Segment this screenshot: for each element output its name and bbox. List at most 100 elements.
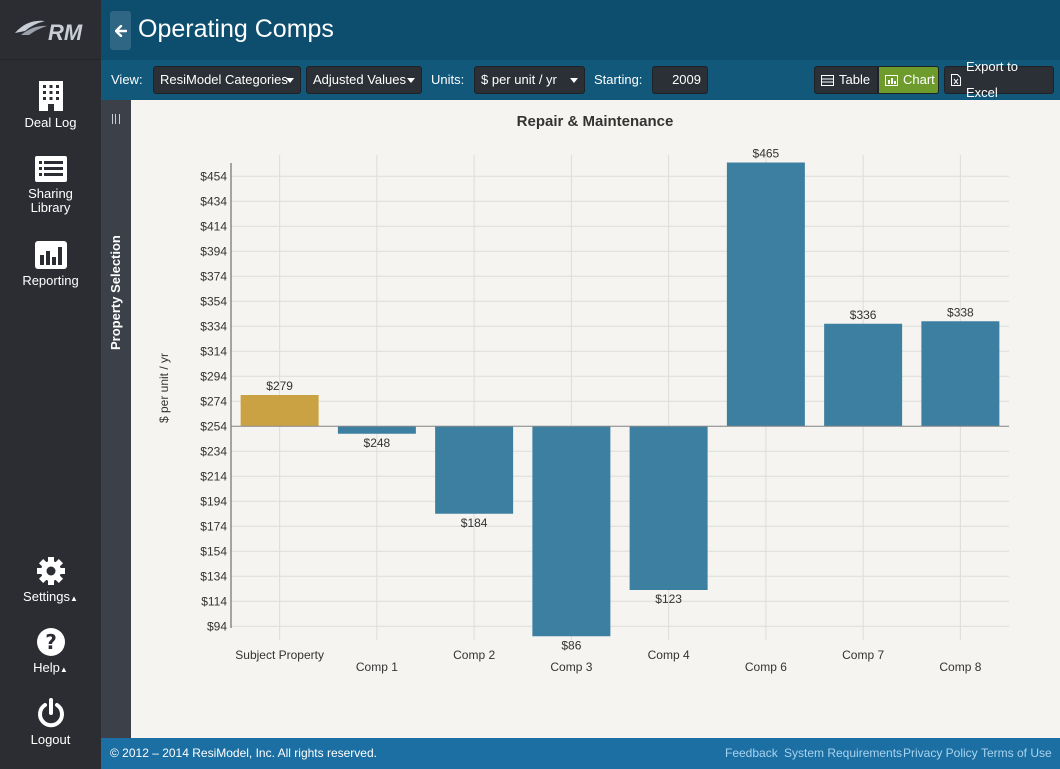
view-label: View: [111,72,143,87]
starting-label: Starting: [594,72,643,87]
sidebar-item-label: Settings [23,589,71,604]
x-tick-label: Comp 2 [453,648,495,662]
sidebar-item-logout[interactable]: Logout [0,697,101,747]
x-tick-label: Comp 3 [550,660,592,674]
property-selection-panel[interactable]: Property Selection [101,100,131,738]
table-toggle-label: Table [839,72,871,87]
x-tick-label: Comp 8 [939,660,981,674]
sidebar-item-label: Logout [30,732,71,747]
help-caret-icon: ▲ [59,665,68,674]
y-tick-label: $314 [200,344,227,358]
power-icon [37,698,64,728]
units-dropdown[interactable]: $ per unit / yr [474,66,585,94]
chart-title: Repair & Maintenance [517,113,674,130]
privacy-policy-link[interactable]: Privacy Policy [903,746,978,760]
rm-logo[interactable]: RM [0,0,101,60]
export-to-excel-button[interactable]: Export to Excel [944,59,1054,100]
sidebar-item-label: Sharing Library [28,186,73,215]
y-tick-label: $154 [200,544,227,558]
units-label: Units: [431,72,465,87]
system-requirements-link[interactable]: System Requirements [784,746,903,760]
data-label: $465 [753,147,780,161]
arrow-left-icon [114,24,127,37]
y-axis: $94 $114 $134 $154 $174 $194 $214 $234 $254 $274 $… [200,163,232,633]
help-icon: ? [36,628,65,656]
bar [435,426,514,514]
gear-icon [36,557,65,585]
chart-toggle-label: Chart [903,72,935,87]
y-tick-label: $354 [200,294,227,308]
page-header: Operating Comps [101,0,1060,60]
y-tick-label: $234 [200,444,227,458]
back-button[interactable] [110,11,131,50]
y-tick-label: $294 [200,369,227,383]
y-tick-label: $94 [207,619,227,633]
table-icon [821,74,834,86]
chart-area: Repair & Maintenance $94 $114 $134 $154 $174… [131,100,1060,738]
export-label: Export to Excel [965,59,1018,100]
chevron-down-icon [286,78,294,83]
sidebar-item-reporting[interactable]: Reporting [0,240,101,288]
y-tick-label: $134 [200,569,227,583]
chevron-down-icon [570,78,578,83]
table-toggle-button[interactable]: Table [814,66,878,94]
sidebar-item-sharing-library[interactable]: Sharing Library [0,155,101,215]
data-label: $86 [561,638,581,652]
terms-of-use-link[interactable]: Terms of Use [981,746,1052,760]
view-dropdown[interactable]: ResiModel Categories [153,66,301,94]
y-tick-label: $254 [200,419,227,433]
starting-year-value: 2009 [672,72,701,87]
sidebar-item-label: Reporting [22,273,79,288]
left-sidebar: RM Deal Log Sharing Library [0,0,101,769]
y-tick-label: $454 [200,169,227,183]
y-tick-label: $114 [201,594,227,608]
copyright-text: © 2012 – 2014 ResiModel, Inc. All rights… [110,746,377,760]
units-dropdown-value: $ per unit / yr [481,72,557,87]
svg-text:?: ? [45,630,57,654]
rm-logo-icon: RM [14,20,83,45]
bar [726,162,805,427]
feedback-link[interactable]: Feedback [725,746,778,760]
sidebar-item-help[interactable]: ? Help▲ [0,627,101,677]
data-label: $184 [461,516,488,530]
x-tick-label: Subject Property [235,648,324,662]
data-label: $279 [266,379,293,393]
x-tick-label: Comp 7 [842,648,884,662]
property-selection-label: Property Selection [108,235,123,350]
footer: © 2012 – 2014 ResiModel, Inc. All rights… [101,738,1060,769]
sidebar-item-settings[interactable]: Settings▲ [0,556,101,606]
bar [240,395,319,427]
bars: $279 $248 $184 $86 $123 $465 $336 $338 [231,147,1009,652]
y-axis-label: $ per unit / yr [157,353,171,423]
data-label: $248 [364,436,391,450]
chevron-down-icon [407,78,415,83]
chart-icon [885,74,898,86]
page-title: Operating Comps [138,15,334,43]
data-label: $338 [947,305,974,319]
bar-chart-icon [34,241,67,269]
y-tick-label: $174 [200,519,227,533]
y-tick-label: $414 [200,219,227,233]
file-icon [951,74,961,86]
data-label: $123 [655,592,682,606]
bar [629,426,708,590]
chart-toggle-button[interactable]: Chart [878,66,939,94]
y-tick-label: $394 [200,244,227,258]
values-dropdown[interactable]: Adjusted Values [306,66,422,94]
building-icon [38,81,63,111]
y-tick-label: $434 [200,194,227,208]
x-tick-label: Comp 6 [745,660,787,674]
bar [532,426,611,637]
logo-text: RM [48,20,83,45]
sidebar-item-label: Deal Log [24,115,77,130]
y-tick-label: $374 [200,269,227,283]
starting-year-input[interactable]: 2009 [652,66,708,94]
sidebar-item-deal-log[interactable]: Deal Log [0,80,101,130]
view-dropdown-value: ResiModel Categories [160,72,288,87]
settings-caret-icon: ▲ [70,594,78,603]
y-tick-label: $274 [200,394,227,408]
grip-icon[interactable] [112,114,120,124]
bar [921,321,1000,427]
sidebar-item-label: Help [33,660,60,675]
values-dropdown-value: Adjusted Values [313,72,406,87]
